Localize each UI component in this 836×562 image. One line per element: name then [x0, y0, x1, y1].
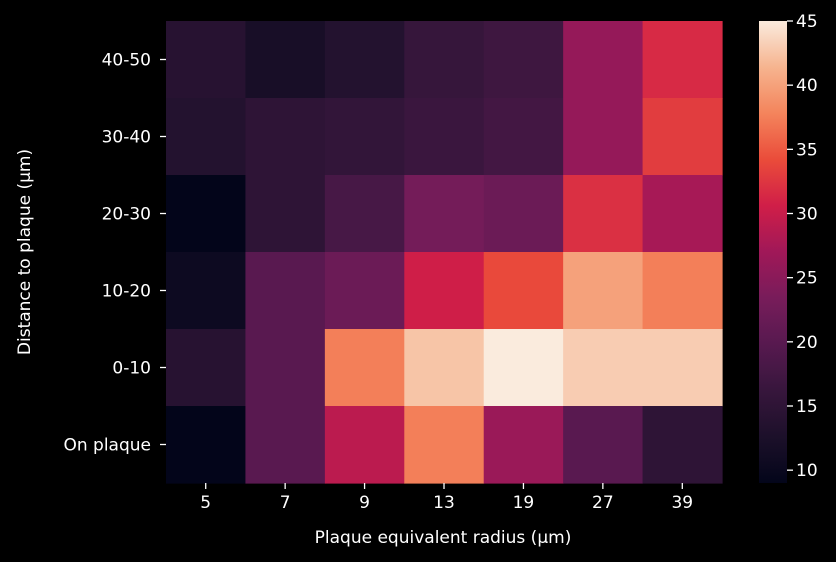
- heatmap-cell: [563, 98, 644, 176]
- heatmap-cell: [166, 98, 247, 176]
- heatmap-cell: [483, 175, 564, 253]
- heatmap-cell: [642, 175, 723, 253]
- heatmap-cell: [642, 406, 723, 484]
- heatmap-cell: [245, 21, 326, 99]
- heatmap-cell: [483, 329, 564, 407]
- heatmap-cell: [324, 21, 405, 99]
- y-axis: 40-50 30-40 20-30 10-20 0-10 On plaque: [63, 51, 166, 456]
- heatmap-cell: [245, 252, 326, 330]
- heatmap-cell: [404, 329, 485, 407]
- heatmap-cell: [483, 98, 564, 176]
- colorbar-tick-label: 45: [796, 12, 818, 32]
- heatmap-cell: [324, 406, 405, 484]
- heatmap-cell: [563, 21, 644, 99]
- heatmap-cell: [642, 21, 723, 99]
- y-tick-label: 40-50: [102, 51, 151, 71]
- y-tick-label: 30-40: [102, 128, 151, 148]
- x-tick-label: 39: [671, 493, 693, 513]
- heatmap-cell: [483, 406, 564, 484]
- heatmap-cells: [166, 21, 723, 484]
- colorbar-tick-label: 20: [796, 333, 818, 353]
- y-tick-label: 10-20: [102, 282, 151, 302]
- heatmap-cell: [404, 21, 485, 99]
- heatmap-cell: [483, 21, 564, 99]
- heatmap-cell: [245, 98, 326, 176]
- heatmap-cell: [404, 406, 485, 484]
- heatmap-cell: [563, 329, 644, 407]
- y-axis-label: Distance to plaque (µm): [15, 149, 35, 355]
- heatmap-cell: [642, 98, 723, 176]
- heatmap-cell: [245, 329, 326, 407]
- heatmap-cell: [324, 175, 405, 253]
- heatmap-cell: [166, 21, 247, 99]
- y-tick-label: On plaque: [63, 436, 151, 456]
- x-tick-label: 27: [592, 493, 614, 513]
- heatmap-cell: [166, 175, 247, 253]
- heatmap-cell: [404, 252, 485, 330]
- heatmap-cell: [166, 329, 247, 407]
- colorbar-tick-label: 40: [796, 76, 818, 96]
- y-tick-label: 0-10: [112, 359, 151, 379]
- colorbar-tick-label: 25: [796, 269, 818, 289]
- colorbar-tick-label: 10: [796, 461, 818, 481]
- x-tick-label: 9: [359, 493, 370, 513]
- heatmap-cell: [483, 252, 564, 330]
- colorbar-gradient: [759, 21, 787, 483]
- x-tick-label: 5: [200, 493, 211, 513]
- heatmap-cell: [642, 252, 723, 330]
- heatmap-cell: [563, 252, 644, 330]
- colorbar-ticks: 10 15 20 25 30 35 40 45: [787, 12, 818, 481]
- heatmap-cell: [563, 175, 644, 253]
- heatmap-cell: [404, 98, 485, 176]
- x-tick-label: 13: [433, 493, 455, 513]
- heatmap-cell: [642, 329, 723, 407]
- colorbar-tick-label: 30: [796, 205, 818, 225]
- heatmap-cell: [245, 175, 326, 253]
- heatmap-cell: [324, 329, 405, 407]
- x-tick-label: 7: [280, 493, 291, 513]
- x-tick-label: 19: [513, 493, 535, 513]
- heatmap-cell: [404, 175, 485, 253]
- x-axis-label: Plaque equivalent radius (µm): [315, 528, 572, 548]
- colorbar-tick-label: 35: [796, 140, 818, 160]
- heatmap-cell: [324, 98, 405, 176]
- heatmap-cell: [245, 406, 326, 484]
- heatmap-cell: [563, 406, 644, 484]
- colorbar-tick-label: 15: [796, 397, 818, 417]
- colorbar: 10 15 20 25 30 35 40 45: [759, 12, 818, 483]
- y-tick-label: 20-30: [102, 205, 151, 225]
- heatmap-cell: [166, 252, 247, 330]
- heatmap-cell: [166, 406, 247, 484]
- x-axis: 5 7 9 13 19 27 39: [200, 483, 693, 513]
- heatmap-cell: [324, 252, 405, 330]
